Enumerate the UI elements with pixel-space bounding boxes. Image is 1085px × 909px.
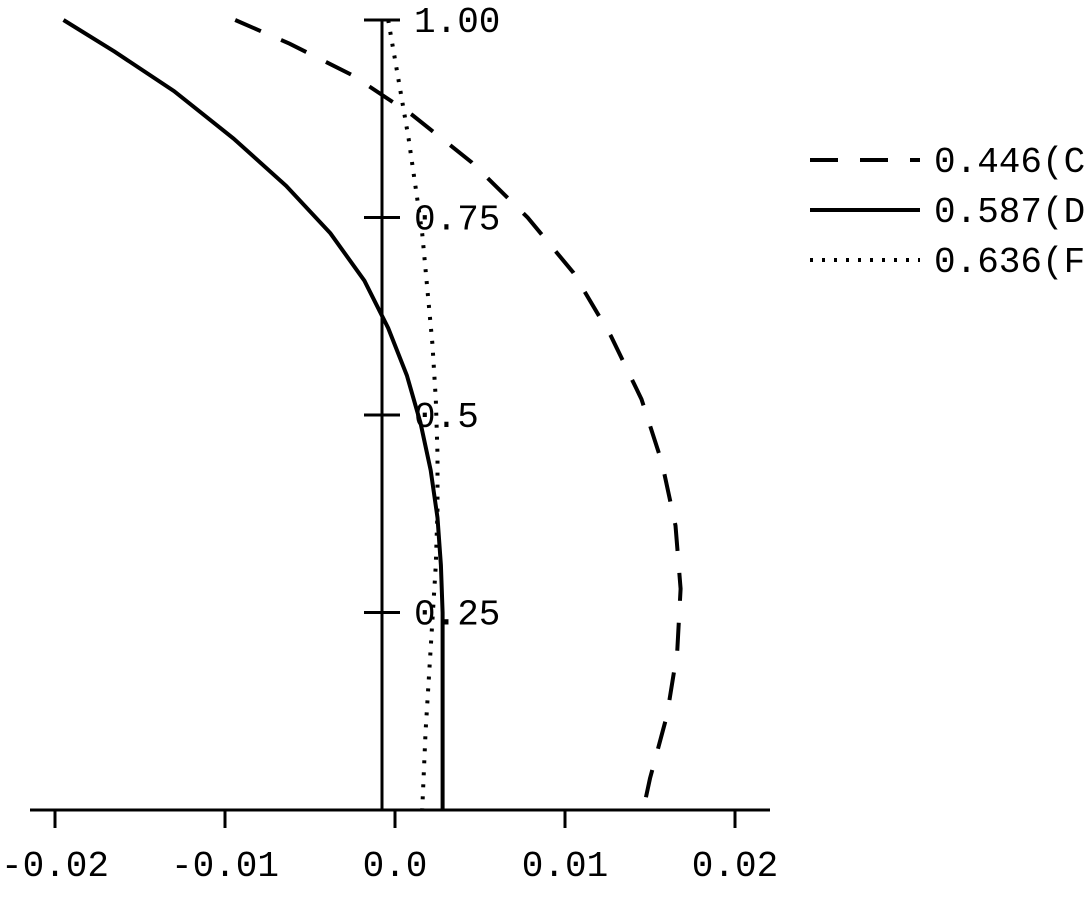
y-tick-label: 0.5 [414,397,479,438]
legend-label-C: 0.446(C) [934,142,1085,183]
y-tick-label: 1.00 [414,2,500,43]
x-tick-label: -0.02 [1,846,109,887]
x-tick-label: -0.01 [171,846,279,887]
x-tick-label: 0.02 [692,846,778,887]
chart-background [0,0,1085,909]
x-tick-label: 0.01 [522,846,608,887]
legend-label-D: 0.587(D) [934,192,1085,233]
legend-label-F: 0.636(F) [934,242,1085,283]
aberration-chart: -0.02 -0.01 0.0 0.01 0.02 0.25 0.5 0.75 1.00 0.44… [0,0,1085,909]
y-tick-label: 0.75 [414,200,500,241]
y-tick-label: 0.25 [414,595,500,636]
x-tick-label: 0.0 [363,846,428,887]
